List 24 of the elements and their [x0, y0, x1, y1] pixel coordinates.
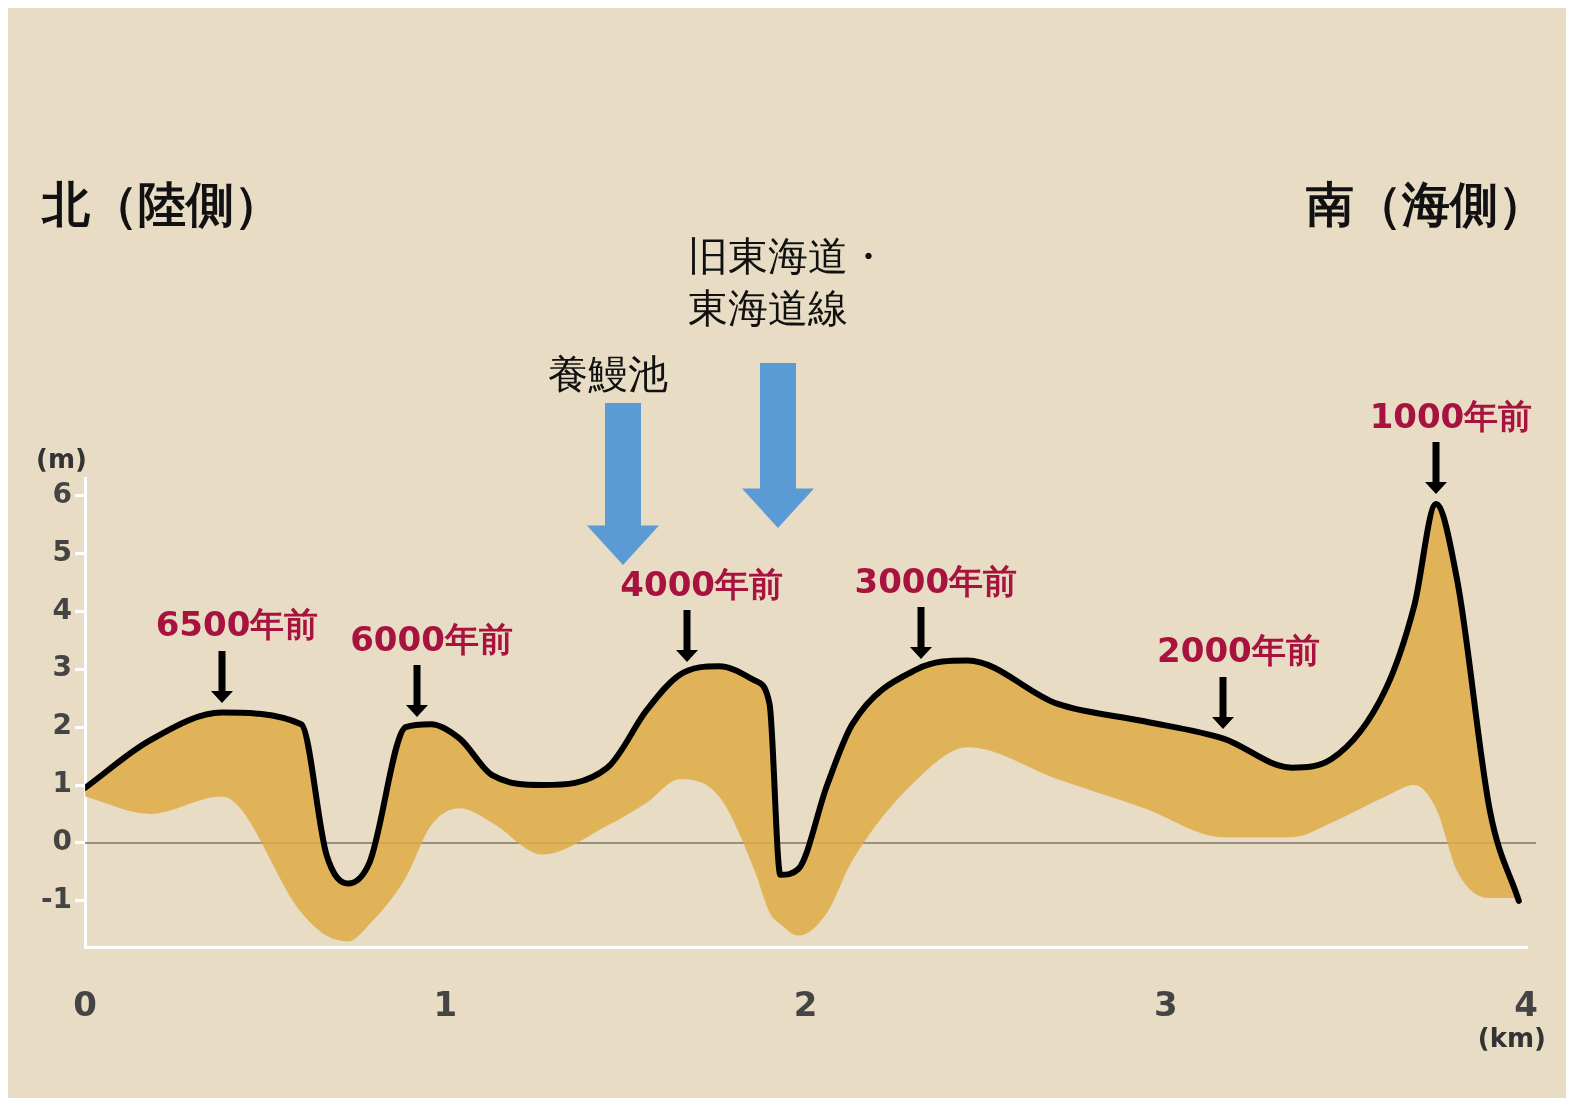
annotation: 3000年前 [854, 560, 1018, 601]
x-tick-label: 3 [1153, 984, 1178, 1025]
x-tick-label: 4 [1514, 984, 1538, 1025]
y-tick-label: 5 [52, 534, 73, 568]
annotation: 1000年前 [1369, 395, 1533, 436]
y-tick-label: -1 [40, 882, 73, 916]
text: 旧東海道・東海道線 [688, 232, 889, 333]
annotation: 2000年前 [1157, 630, 1320, 671]
x-tick-label: 1 [433, 984, 458, 1025]
annotation: 6000年前 [350, 618, 513, 659]
y-tick-label: 6 [52, 476, 73, 510]
x-tick-label: 2 [793, 984, 818, 1025]
text: 南（海側） [1306, 175, 1546, 234]
y-tick-label: 0 [52, 824, 73, 858]
x-axis-title: (km) [1477, 1022, 1546, 1053]
annotation: 6500年前 [155, 604, 319, 645]
y-axis-title: (m) [36, 443, 87, 474]
y-tick-label: 2 [52, 708, 73, 742]
y-tick-label: 3 [52, 650, 73, 684]
y-tick-label: 4 [52, 592, 73, 626]
annotation: 4000年前 [620, 563, 783, 604]
text: 北（陸側） [42, 175, 282, 234]
text: 養鰻池 [548, 350, 668, 399]
y-tick-label: 1 [52, 766, 73, 800]
